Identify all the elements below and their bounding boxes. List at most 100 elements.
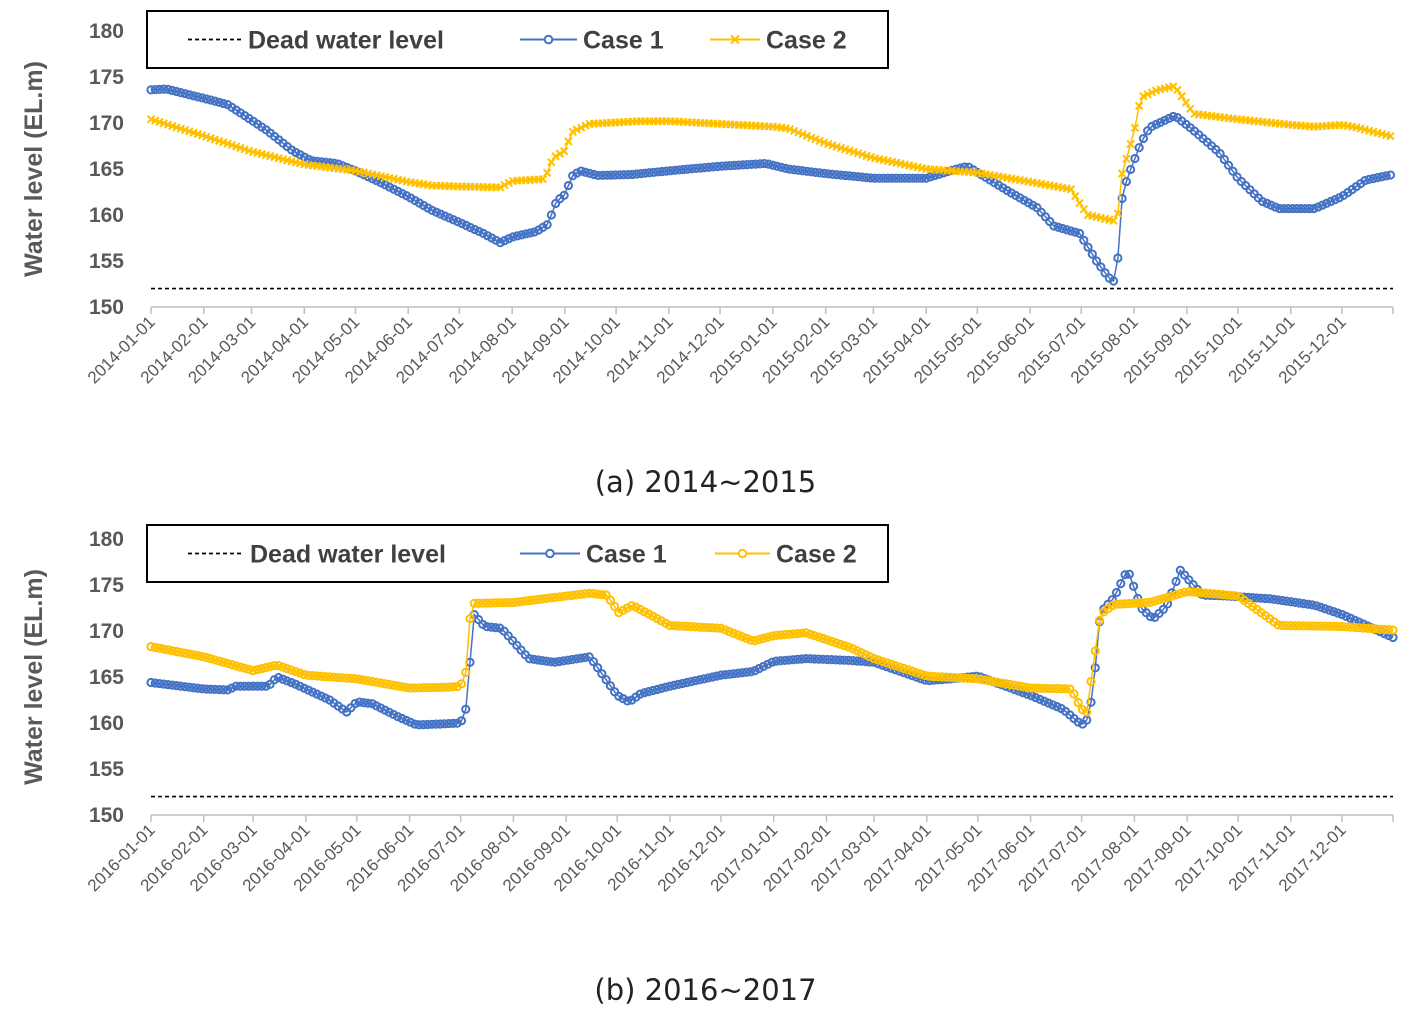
- data-point: [644, 687, 654, 697]
- data-point: [431, 682, 441, 693]
- data-point: [716, 623, 726, 633]
- data-point: [580, 589, 590, 599]
- data-point: [490, 598, 501, 608]
- data-point: [507, 597, 518, 608]
- data-point: [184, 649, 194, 659]
- data-point: [866, 173, 876, 183]
- data-point: [448, 682, 458, 692]
- data-point: [150, 642, 160, 653]
- data-point: [1079, 235, 1089, 245]
- data-point: [496, 183, 505, 192]
- data-point: [887, 173, 897, 183]
- series-case-2: [146, 586, 1398, 717]
- data-point: [665, 681, 675, 691]
- data-point: [686, 622, 696, 632]
- data-point: [1373, 173, 1383, 183]
- data-point: [741, 633, 752, 644]
- data-point: [1145, 612, 1156, 622]
- data-point: [843, 642, 854, 652]
- data-point: [1116, 599, 1126, 609]
- data-point: [921, 173, 931, 183]
- data-point: [788, 655, 798, 665]
- data-point: [154, 84, 165, 94]
- data-point: [401, 682, 411, 693]
- data-point: [1014, 681, 1024, 691]
- data-point: [1035, 683, 1045, 693]
- y-tick-label: 150: [89, 804, 124, 827]
- data-point: [1066, 185, 1076, 194]
- legend-label: Dead water level: [250, 541, 446, 569]
- data-point: [1358, 623, 1368, 633]
- data-point: [849, 171, 859, 181]
- data-point: [1133, 598, 1143, 608]
- data-point: [150, 85, 160, 95]
- data-point: [870, 173, 880, 183]
- data-point: [1026, 683, 1037, 693]
- data-point: [1324, 605, 1334, 615]
- data-point: [844, 171, 855, 181]
- data-point: [278, 674, 288, 684]
- data-point: [687, 164, 697, 174]
- data-point: [835, 655, 845, 665]
- data-point: [1377, 172, 1387, 182]
- data-point: [665, 620, 675, 631]
- data-point: [469, 598, 479, 608]
- data-point: [801, 654, 811, 664]
- data-point: [490, 622, 501, 633]
- data-point: [840, 170, 850, 181]
- data-point: [853, 172, 863, 182]
- data-point: [261, 663, 271, 673]
- data-point: [1364, 174, 1374, 184]
- data-point: [564, 137, 573, 146]
- data-point: [1311, 601, 1322, 611]
- data-point: [201, 94, 211, 104]
- data-point: [691, 163, 701, 173]
- data-point: [299, 669, 309, 680]
- data-point: [635, 689, 645, 699]
- data-point: [576, 166, 586, 176]
- data-point: [1290, 597, 1300, 607]
- data-point: [163, 84, 173, 94]
- data-point: [653, 167, 663, 177]
- data-point: [159, 84, 169, 94]
- data-point: [1277, 595, 1288, 606]
- data-point: [690, 622, 701, 632]
- data-point: [154, 678, 165, 689]
- data-point: [1226, 590, 1236, 601]
- legend-item: Case 2: [715, 541, 857, 569]
- data-point: [1286, 621, 1296, 631]
- y-tick-label: 175: [89, 66, 124, 89]
- data-point: [239, 663, 250, 673]
- data-point: [746, 635, 756, 645]
- data-point: [699, 674, 709, 684]
- data-point: [1048, 683, 1058, 694]
- data-point: [1231, 591, 1241, 601]
- data-point: [197, 684, 207, 694]
- data-point: [848, 656, 858, 666]
- data-point: [839, 655, 849, 665]
- data-point: [1168, 111, 1178, 122]
- data-point: [188, 91, 199, 101]
- data-point: [907, 666, 917, 676]
- data-point: [371, 677, 382, 687]
- data-point: [946, 672, 956, 682]
- data-point: [814, 654, 824, 664]
- data-point: [1173, 85, 1182, 95]
- data-point: [210, 96, 220, 106]
- data-point: [244, 664, 254, 674]
- data-point: [252, 664, 262, 675]
- data-point: [1009, 680, 1020, 690]
- data-point: [1311, 621, 1322, 631]
- data-point: [180, 648, 190, 658]
- data-point: [1113, 209, 1123, 218]
- data-point: [193, 651, 203, 661]
- data-point: [1218, 590, 1228, 600]
- data-point: [877, 656, 888, 667]
- data-point: [188, 650, 199, 660]
- legend-label: Case 1: [583, 27, 664, 55]
- data-point: [218, 98, 229, 109]
- data-point: [1299, 599, 1309, 609]
- data-point: [1128, 598, 1139, 608]
- data-point: [1290, 621, 1300, 631]
- legend-marker: [730, 34, 740, 45]
